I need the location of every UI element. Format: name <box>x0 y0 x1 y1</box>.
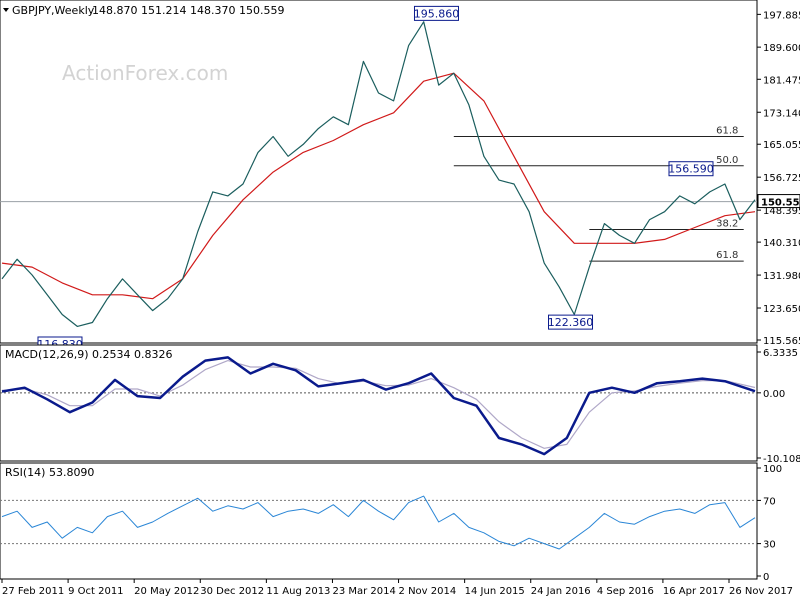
fib-level-label: 61.8 <box>716 250 738 261</box>
fib-level-label: 61.8 <box>716 126 738 137</box>
macd-line <box>1 356 756 456</box>
rsi-main-line <box>1 495 756 550</box>
rsi-title: RSI(14) 53.8090 <box>5 466 94 479</box>
rsi-y-axis: 100 70 30 0 <box>757 464 782 583</box>
x-tick-label: 20 May 2012 <box>134 586 199 597</box>
symbol-title: GBPJPY,Weekly <box>12 4 95 17</box>
x-tick-label: 9 Oct 2011 <box>68 586 123 597</box>
price-annotation-label: 195.860 <box>414 7 460 20</box>
watermark: ActionForex.com <box>62 61 228 85</box>
price-annotation-box <box>668 161 714 177</box>
macd-y-axis: 6.3335 0.00 -10.1082 <box>757 348 800 465</box>
rsi-panel-frame <box>0 462 758 580</box>
x-tick-label: 14 Jun 2015 <box>465 586 525 597</box>
price-annotation-box <box>548 314 594 330</box>
last-price-label: 150.559 <box>761 198 800 209</box>
macd-y-tick-label: 0.00 <box>763 389 785 400</box>
price-line <box>1 21 756 327</box>
price-y-tick-label: 115.565 <box>763 336 800 347</box>
rsi-y-tick-label: 100 <box>763 464 782 475</box>
macd-main-line <box>1 356 756 456</box>
x-tick-label: 11 Aug 2013 <box>266 586 330 597</box>
price-y-tick-label: 173.140 <box>763 108 800 119</box>
macd-panel-frame <box>0 344 758 462</box>
price-annotation-box <box>413 5 459 21</box>
price-series <box>1 21 756 327</box>
price-y-tick-label: 123.650 <box>763 304 800 315</box>
x-tick-label: 26 Nov 2017 <box>729 586 793 597</box>
fib-level-label: 38.2 <box>716 218 738 229</box>
macd-panel: 6.3335 0.00 -10.1082 MACD(12,26,9) 0.2534 … <box>0 344 800 465</box>
price-y-axis: 197.885 189.600 181.475 173.140 165.055 156.7… <box>757 10 800 347</box>
price-annotation-label: 156.590 <box>668 163 714 176</box>
symbol-header: GBPJPY,Weekly 148.870 151.214 148.370 15… <box>3 4 284 17</box>
fib-level-label: 50.0 <box>716 155 738 166</box>
x-tick-label: 27 Feb 2011 <box>2 586 64 597</box>
price-y-tick-label: 165.055 <box>763 140 800 151</box>
moving-average-line <box>1 72 756 300</box>
price-y-tick-label: 189.600 <box>763 43 800 54</box>
macd-y-tick-label: -10.1082 <box>763 454 800 465</box>
rsi-panel: 100 70 30 0 RSI(14) 53.8090 <box>0 462 782 583</box>
price-panel: 61.850.038.261.8 195.860116.830122.36015… <box>0 0 800 352</box>
price-y-tick-label: 140.310 <box>763 238 800 249</box>
x-tick-label: 23 Mar 2014 <box>332 586 395 597</box>
price-panel-frame <box>0 0 758 344</box>
rsi-y-tick-label: 70 <box>763 496 776 507</box>
x-tick-label: 4 Sep 2016 <box>597 586 654 597</box>
last-price-box <box>757 194 800 209</box>
macd-y-tick-label: 6.3335 <box>763 348 798 359</box>
rsi-y-tick-label: 0 <box>763 572 769 583</box>
price-fib-lines: 61.8 50.0 38.2 61.8 <box>0 126 757 262</box>
ohlc-values: 148.870 151.214 148.370 150.559 <box>92 4 284 17</box>
moving-average <box>1 72 756 300</box>
x-tick-label: 16 Apr 2017 <box>663 586 725 597</box>
x-tick-label: 30 Dec 2012 <box>200 586 264 597</box>
collapse-arrow-icon[interactable] <box>3 8 9 12</box>
x-tick-label: 2 Nov 2014 <box>399 586 457 597</box>
price-y-tick-label: 148.395 <box>763 206 800 217</box>
price-annotation-label: 122.360 <box>548 316 594 329</box>
rsi-line <box>1 495 756 550</box>
rsi-y-tick-label: 30 <box>763 540 776 551</box>
price-y-tick-label: 181.475 <box>763 75 800 86</box>
price-y-tick-label: 197.885 <box>763 10 800 21</box>
x-tick-label: 24 Jan 2016 <box>531 586 591 597</box>
macd-title: MACD(12,26,9) 0.2534 0.8326 <box>5 348 173 361</box>
price-y-tick-label: 156.725 <box>763 173 800 184</box>
x-axis: 27 Feb 2011 9 Oct 2011 20 May 2012 30 Dec 2… <box>1 579 793 597</box>
price-y-tick-label: 131.980 <box>763 271 800 282</box>
